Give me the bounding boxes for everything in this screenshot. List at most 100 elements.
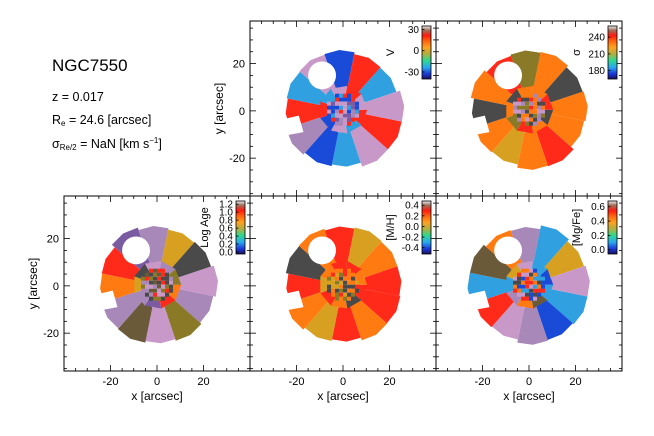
outer-bin — [536, 124, 574, 167]
center-pixel — [331, 284, 335, 289]
center-pixel — [533, 292, 537, 297]
colorbar-tick-label: 0.0 — [219, 248, 233, 259]
center-pixel — [521, 284, 525, 289]
center-pixel — [517, 288, 521, 293]
center-pixel — [141, 280, 145, 285]
outer-bin — [533, 225, 569, 268]
center-pixel — [347, 280, 351, 285]
y-tick-label: -20 — [43, 328, 59, 340]
re-value: = 24.6 [arcsec] — [65, 113, 152, 127]
center-pixel — [149, 288, 153, 293]
center-pixel — [339, 121, 343, 126]
masked-star — [308, 236, 337, 265]
center-pixel — [327, 284, 331, 289]
center-pixel — [153, 272, 157, 277]
center-pixel — [343, 280, 347, 285]
masked-wedge — [277, 290, 304, 312]
center-pixel — [335, 296, 339, 301]
center-pixel — [537, 276, 541, 281]
center-pixel — [351, 117, 355, 122]
effective-radius-label: Re = 24.6 [arcsec] — [52, 113, 151, 128]
center-pixel — [525, 280, 529, 285]
center-pixel — [347, 268, 351, 273]
center-pixel — [537, 288, 541, 293]
colorbar-tick-label: 0.0 — [405, 222, 419, 233]
center-pixel — [145, 288, 149, 293]
center-pixel — [157, 284, 161, 289]
center-pixel — [343, 272, 347, 277]
outer-bin — [360, 114, 402, 150]
center-pixel — [141, 288, 145, 293]
center-pixel — [161, 296, 165, 301]
outer-bin — [469, 244, 512, 281]
outer-bin — [546, 114, 585, 147]
center-pixel — [339, 113, 343, 118]
outer-bin — [544, 67, 583, 103]
colorbar-label: V — [385, 48, 397, 56]
outer-bin — [331, 131, 361, 167]
x-tick-label: -20 — [103, 376, 119, 388]
center-pixel — [529, 101, 533, 106]
center-pixel — [513, 276, 517, 281]
center-pixel — [533, 296, 537, 301]
center-pixel — [529, 288, 533, 293]
center-pixel — [169, 276, 173, 281]
center-pixel — [145, 280, 149, 285]
colorbar-tick-label: 0.2 — [219, 240, 233, 251]
center-pixel — [529, 292, 533, 297]
center-pixel — [347, 272, 351, 277]
center-pixel — [521, 93, 525, 98]
center-pixel — [537, 113, 541, 118]
center-pixel — [343, 113, 347, 118]
center-pixel — [347, 296, 351, 301]
center-pixel — [521, 280, 525, 285]
center-pixel — [145, 284, 149, 289]
center-pixel — [157, 296, 161, 301]
outer-bin — [350, 124, 388, 167]
center-pixel — [525, 117, 529, 122]
center-pixel — [355, 276, 359, 281]
center-pixel — [521, 276, 525, 281]
colorbar-tick-label: 1.0 — [219, 208, 233, 219]
colorbar — [235, 200, 246, 255]
center-pixel — [525, 296, 529, 301]
center-pixel — [521, 121, 525, 126]
y-axis-label: y [arcsec] — [212, 83, 226, 134]
masked-wedge — [91, 290, 118, 312]
center-pixel — [343, 268, 347, 273]
center-pixel — [347, 105, 351, 110]
x-axis-label: x [arcsec] — [317, 389, 368, 403]
center-pixel — [343, 105, 347, 110]
center-pixel — [331, 292, 335, 297]
center-pixel — [521, 101, 525, 106]
center-pixel — [343, 121, 347, 126]
center-pixel — [335, 284, 339, 289]
y-tick-label: 20 — [233, 59, 245, 71]
center-pixel — [529, 272, 533, 277]
center-pixel — [351, 272, 355, 277]
center-pixel — [145, 292, 149, 297]
center-pixel — [517, 101, 521, 106]
colorbar-tick-label: 0.4 — [405, 201, 419, 212]
center-pixel — [351, 288, 355, 293]
center-pixel — [525, 272, 529, 277]
center-pixel — [533, 288, 537, 293]
masked-wedge — [463, 290, 490, 312]
center-pixel — [149, 280, 153, 285]
outer-bin — [172, 241, 212, 278]
center-pixel — [335, 109, 339, 114]
center-pixel — [347, 109, 351, 114]
center-pixel — [533, 109, 537, 114]
center-pixel — [521, 296, 525, 301]
center-pixel — [355, 101, 359, 106]
center-pixel — [339, 268, 343, 273]
center-pixel — [343, 97, 347, 102]
center-pixel — [157, 292, 161, 297]
center-pixel — [165, 292, 169, 297]
x-tick-label: 0 — [154, 376, 160, 388]
center-pixel — [153, 276, 157, 281]
center-pixel — [339, 284, 343, 289]
colorbar-tick-label: 180 — [588, 66, 605, 77]
y-tick-label: 0 — [53, 281, 59, 293]
center-pixel — [529, 117, 533, 122]
